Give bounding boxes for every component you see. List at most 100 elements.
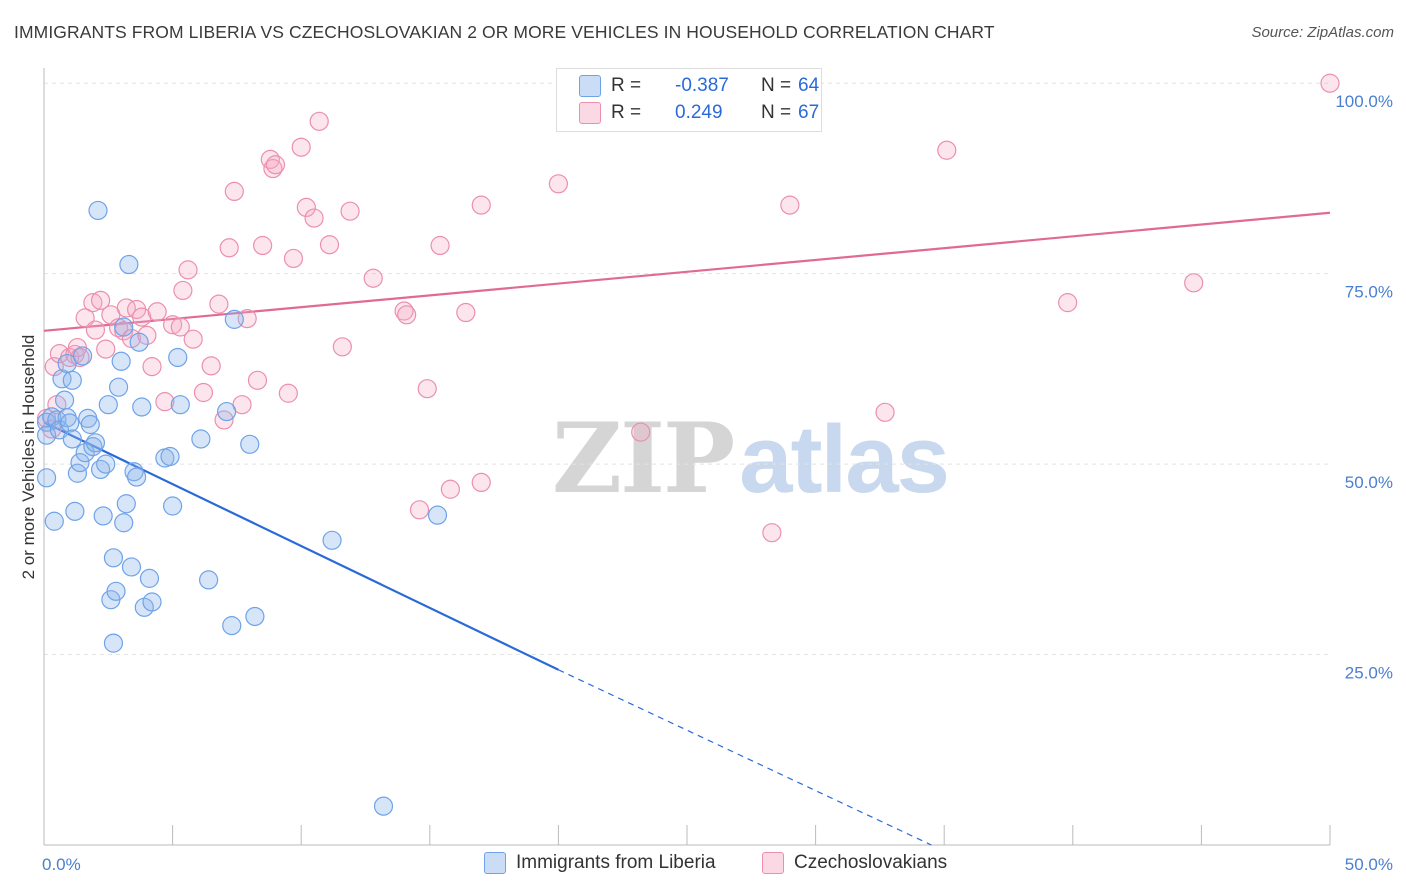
- data-points: [36, 73, 1340, 816]
- point-czechoslovakians: [75, 308, 95, 328]
- point-czechoslovakians: [85, 320, 106, 340]
- point-liberia: [126, 467, 147, 487]
- point-liberia: [163, 496, 183, 516]
- point-czechoslovakians: [1320, 73, 1340, 93]
- point-czechoslovakians: [397, 305, 417, 325]
- source-label: Source: ZipAtlas.com: [1251, 24, 1394, 41]
- point-czechoslovakians: [108, 318, 129, 338]
- point-liberia: [54, 390, 75, 410]
- point-liberia: [65, 501, 85, 521]
- trend-line-liberia: [43, 421, 559, 671]
- point-liberia: [80, 414, 100, 435]
- gridlines: [44, 82, 1330, 656]
- y-tick-label: 75.0%: [1345, 283, 1393, 302]
- point-czechoslovakians: [363, 268, 383, 288]
- point-liberia: [36, 468, 57, 488]
- point-liberia: [121, 557, 142, 577]
- legend-r-label: R =: [611, 75, 642, 96]
- point-czechoslovakians: [224, 181, 244, 202]
- point-czechoslovakians: [170, 317, 190, 337]
- point-czechoslovakians: [1184, 273, 1204, 293]
- point-liberia: [170, 395, 190, 415]
- correlation-legend: R = -0.387 N = 64 R = 0.249 N = 67: [556, 68, 822, 132]
- point-czechoslovakians: [163, 315, 183, 335]
- point-liberia: [62, 429, 82, 449]
- point-liberia: [62, 370, 82, 390]
- point-czechoslovakians: [90, 290, 111, 310]
- legend-n-value: 64: [798, 75, 820, 96]
- legend-label-czech: Czechoslovakians: [794, 852, 948, 873]
- x-tick-label: 50.0%: [1345, 855, 1393, 874]
- point-czechoslovakians: [631, 422, 651, 442]
- point-czechoslovakians: [142, 357, 162, 377]
- legend-label-liberia: Immigrants from Liberia: [516, 852, 716, 873]
- point-czechoslovakians: [409, 500, 430, 520]
- point-czechoslovakians: [283, 248, 304, 269]
- point-czechoslovakians: [309, 111, 329, 131]
- point-liberia: [129, 332, 149, 352]
- point-liberia: [427, 505, 448, 525]
- point-czechoslovakians: [96, 339, 116, 359]
- point-liberia: [222, 616, 242, 636]
- point-liberia: [36, 425, 57, 445]
- point-czechoslovakians: [265, 155, 286, 175]
- point-liberia: [119, 254, 139, 275]
- point-liberia: [60, 413, 80, 433]
- point-czechoslovakians: [147, 302, 167, 322]
- point-liberia: [70, 452, 90, 473]
- point-liberia: [103, 548, 124, 568]
- point-liberia: [52, 369, 72, 389]
- point-liberia: [132, 397, 152, 417]
- point-czechoslovakians: [1058, 293, 1078, 313]
- point-liberia: [322, 530, 342, 550]
- watermark: ZIPatlas: [552, 402, 950, 515]
- trend-lines: [43, 211, 1331, 846]
- point-czechoslovakians: [340, 201, 360, 221]
- watermark-zip: ZIP: [552, 402, 735, 515]
- legend-r-value: -0.387: [675, 75, 729, 96]
- point-liberia: [199, 570, 219, 590]
- point-liberia: [111, 351, 131, 371]
- point-liberia: [168, 347, 188, 368]
- point-czechoslovakians: [83, 293, 103, 313]
- point-liberia: [160, 446, 180, 467]
- point-liberia: [103, 633, 124, 653]
- point-czechoslovakians: [762, 523, 782, 543]
- point-liberia: [217, 401, 237, 422]
- legend-r-value: 0.249: [675, 102, 723, 123]
- point-liberia: [108, 377, 129, 397]
- y-tick-label: 100.0%: [1335, 92, 1393, 111]
- point-czechoslovakians: [430, 235, 450, 256]
- axes: [43, 68, 1331, 846]
- point-liberia: [224, 309, 244, 329]
- point-czechoslovakians: [178, 260, 198, 280]
- point-czechoslovakians: [49, 344, 70, 364]
- legend-swatch-czech: [579, 102, 601, 124]
- legend-item-liberia[interactable]: Immigrants from Liberia: [484, 852, 716, 874]
- point-czechoslovakians: [183, 329, 203, 349]
- point-czechoslovakians: [417, 379, 437, 399]
- point-czechoslovakians: [548, 174, 569, 194]
- point-czechoslovakians: [219, 238, 239, 258]
- point-czechoslovakians: [193, 382, 214, 403]
- point-czechoslovakians: [937, 140, 957, 160]
- watermark-atlas: atlas: [739, 406, 950, 513]
- legend-swatch-liberia: [484, 852, 506, 874]
- point-liberia: [93, 506, 113, 526]
- point-liberia: [114, 317, 134, 337]
- trend-line-czechoslovakians: [43, 211, 1331, 332]
- point-liberia: [44, 511, 64, 531]
- trend-line-liberia-extension: [558, 669, 932, 846]
- point-liberia: [139, 568, 160, 588]
- point-czechoslovakians: [319, 235, 340, 255]
- legend-n-label: N =: [761, 75, 792, 96]
- point-czechoslovakians: [296, 197, 316, 218]
- point-czechoslovakians: [201, 356, 221, 376]
- point-liberia: [106, 581, 126, 601]
- point-liberia: [72, 346, 93, 366]
- point-czechoslovakians: [247, 370, 268, 390]
- point-czechoslovakians: [304, 208, 324, 228]
- point-czechoslovakians: [471, 472, 491, 492]
- legend-item-czech[interactable]: Czechoslovakians: [762, 852, 947, 874]
